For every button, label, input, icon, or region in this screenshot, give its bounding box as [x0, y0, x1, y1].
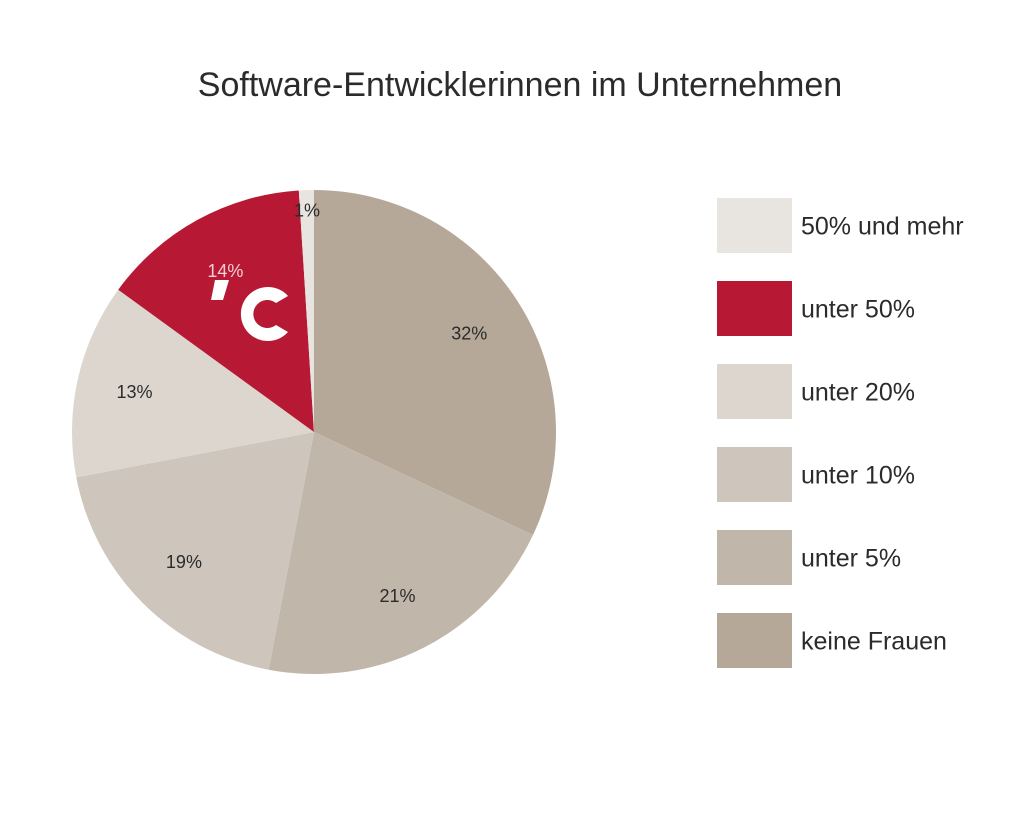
pie-slice-labels: 32% 21% 19% 13% 14% 1%: [116, 201, 487, 606]
brand-logo: [211, 280, 288, 341]
pie-slice-unter-5pct: [268, 432, 533, 674]
slice-label-unter-5pct: 21%: [379, 586, 415, 606]
legend-swatch-unter-50pct: [717, 281, 792, 336]
pie-slice-unter-20pct: [72, 289, 314, 478]
legend: 50% und mehr unter 50% unter 20% unter 10% u…: [717, 198, 964, 668]
chart-title: Software-Entwicklerinnen im Unternehmen: [198, 66, 842, 104]
slice-label-keine-frauen: 32%: [451, 323, 487, 343]
slice-label-50pct-und-mehr: 1%: [294, 201, 320, 221]
legend-label-unter-50pct: unter 50%: [801, 296, 915, 324]
pie-slice-unter-50pct: [118, 190, 314, 432]
legend-label-unter-10pct: unter 10%: [801, 462, 915, 490]
slice-label-unter-50pct: 14%: [207, 261, 243, 281]
legend-swatch-50pct-und-mehr: [717, 198, 792, 253]
legend-swatch-unter-20pct: [717, 364, 792, 419]
logo-apostrophe: [211, 280, 229, 300]
legend-swatch-unter-5pct: [717, 530, 792, 585]
logo-c-shape: [240, 286, 288, 341]
pie-slice-50pct-und-mehr: [298, 190, 314, 432]
legend-label-unter-20pct: unter 20%: [801, 379, 915, 407]
legend-label-keine-frauen: keine Frauen: [801, 628, 947, 656]
legend-label-50pct-und-mehr: 50% und mehr: [801, 213, 964, 241]
pie-slice-keine-frauen: [314, 190, 556, 536]
legend-swatch-unter-10pct: [717, 447, 792, 502]
pie-slice-unter-10pct: [76, 432, 314, 670]
pie-slices: [72, 190, 556, 674]
legend-swatch-keine-frauen: [717, 613, 792, 668]
slice-label-unter-10pct: 19%: [166, 552, 202, 572]
slice-label-unter-20pct: 13%: [116, 382, 152, 402]
legend-label-unter-5pct: unter 5%: [801, 545, 901, 573]
